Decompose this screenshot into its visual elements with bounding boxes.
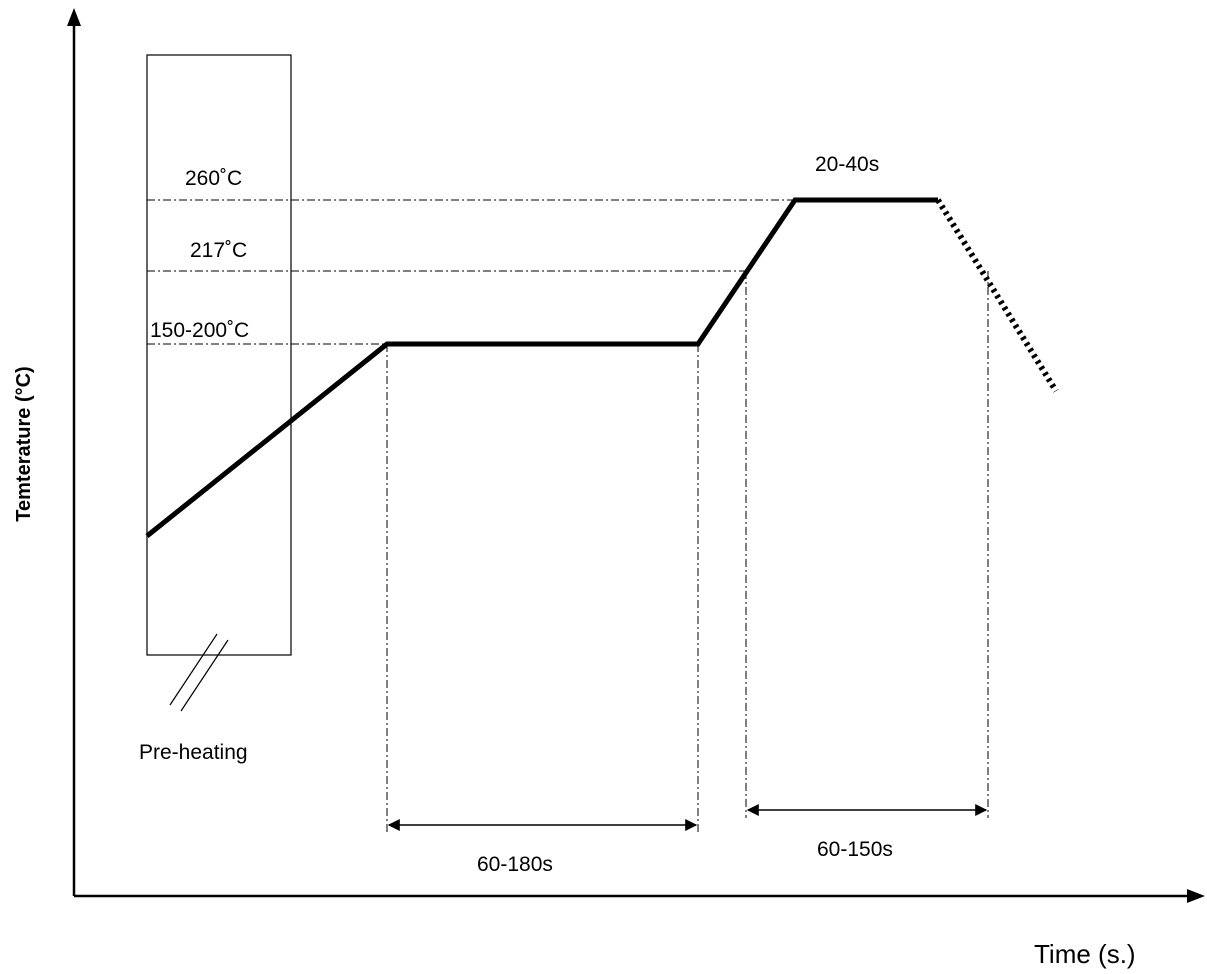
axis-break-mark bbox=[169, 633, 218, 706]
x-axis-arrowhead bbox=[1187, 889, 1205, 903]
axis-break-mark bbox=[180, 639, 229, 712]
label-preheating: Pre-heating bbox=[139, 741, 248, 764]
label-liquidus-duration: 60-150s bbox=[817, 838, 893, 861]
label-150-200c: 150-200˚C bbox=[150, 319, 249, 342]
label-soak-duration: 60-180s bbox=[477, 853, 553, 876]
label-260c: 260˚C bbox=[185, 167, 242, 190]
label-peak-duration: 20-40s bbox=[815, 153, 879, 176]
cooling-segment bbox=[935, 198, 1059, 393]
preheating-box bbox=[146, 54, 292, 656]
label-217c: 217˚C bbox=[190, 239, 247, 262]
temperature-profile-line bbox=[145, 197, 938, 538]
y-axis-label: Temterature (°C) bbox=[13, 366, 35, 521]
x-axis-label: Time (s.) bbox=[1034, 939, 1136, 969]
y-axis-arrowhead bbox=[67, 8, 81, 26]
